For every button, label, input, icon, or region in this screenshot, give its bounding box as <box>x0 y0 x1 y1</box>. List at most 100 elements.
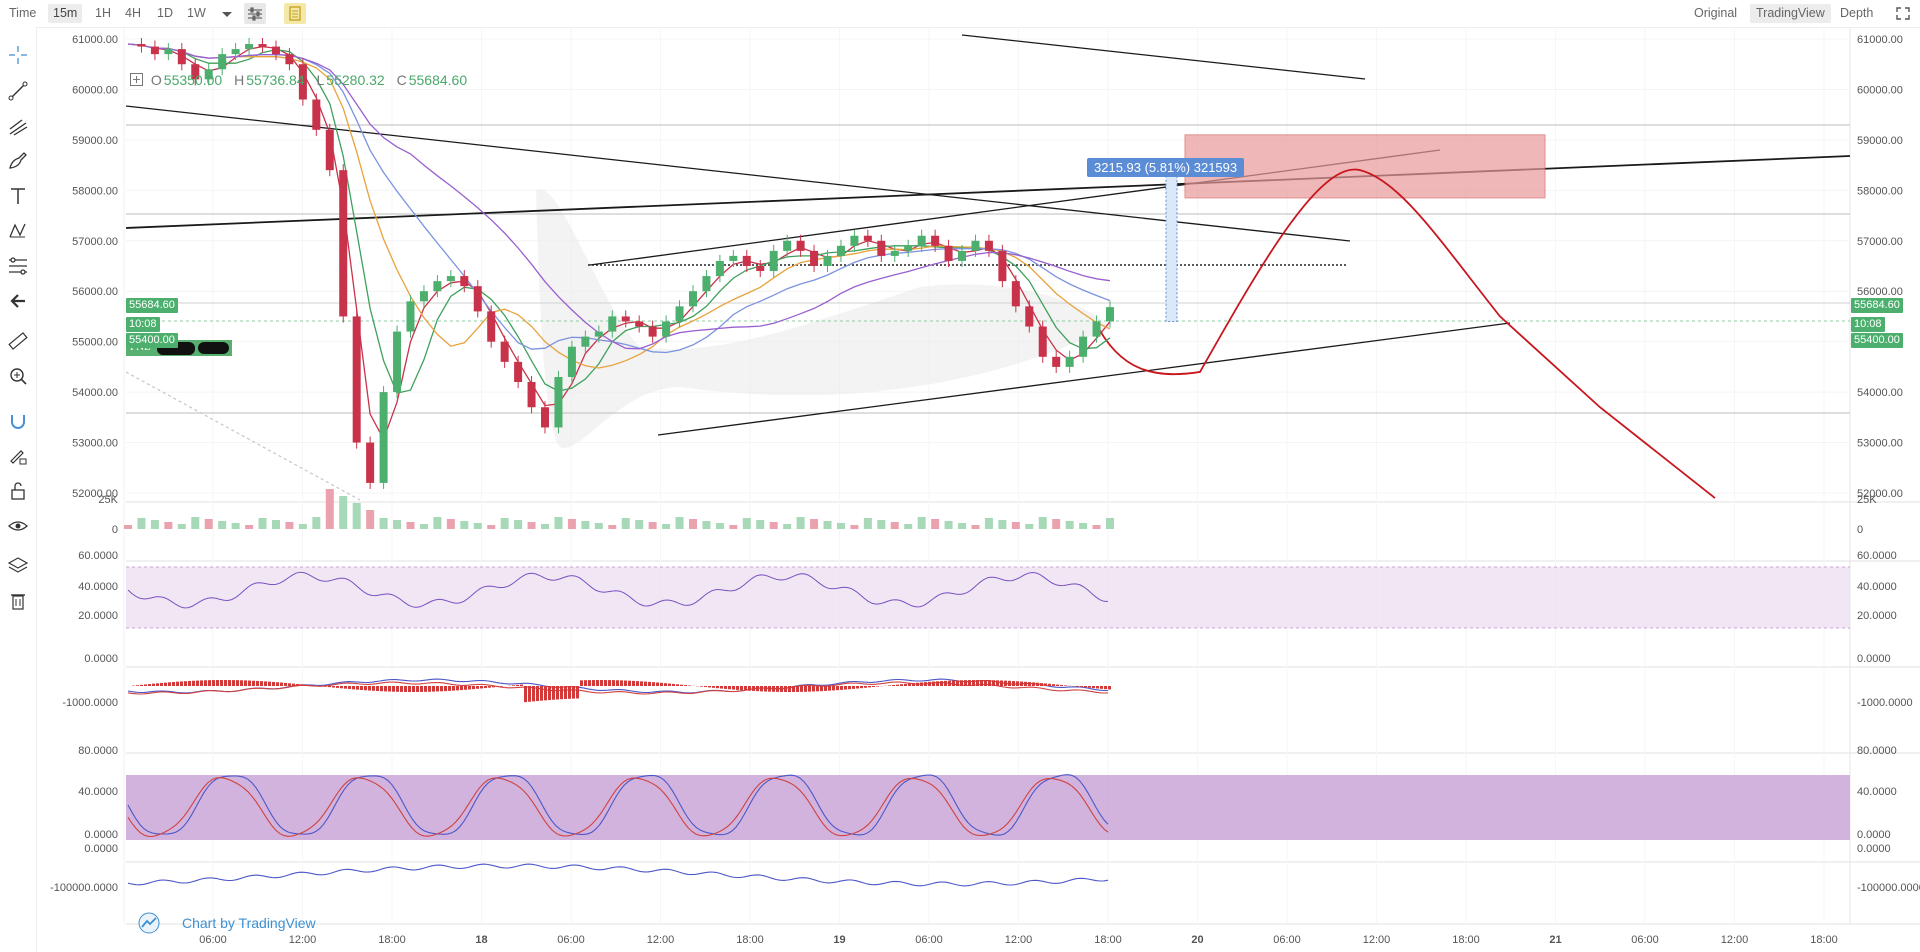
timeframe-1w[interactable]: 1W <box>187 6 206 20</box>
macd-histogram-bar <box>1052 684 1055 686</box>
candle-body <box>675 306 684 322</box>
macd-histogram-bar <box>376 686 379 692</box>
candle-body <box>325 129 334 171</box>
price-axis-label-right: 57000.00 <box>1857 236 1903 248</box>
price-range-measure-label: 3215.93 (5.81%) 321593 <box>1087 158 1245 177</box>
candle-body <box>554 376 563 428</box>
trash-icon[interactable] <box>4 587 32 613</box>
drawing-toolbar <box>0 27 37 952</box>
user-drawings <box>125 34 1851 501</box>
macd-histogram-bar <box>480 686 483 689</box>
volume-bar <box>715 523 724 529</box>
unlock-icon[interactable] <box>4 477 32 503</box>
view-original-tab[interactable]: Original <box>1694 6 1738 20</box>
macd-histogram-bar <box>208 680 211 686</box>
macd-histogram-bar <box>888 685 891 686</box>
macd-histogram-bar <box>616 680 619 686</box>
timeframe-15m[interactable]: 15m <box>48 4 83 23</box>
obv-line <box>127 863 1109 887</box>
time-axis-label: 19 <box>833 934 845 946</box>
view-depth-tab[interactable]: Depth <box>1840 6 1874 20</box>
macd-histogram-bar <box>756 686 759 692</box>
macd-histogram-bar <box>876 686 879 687</box>
macd-histogram-bar <box>704 686 707 688</box>
macd-histogram-bar <box>916 682 919 686</box>
volume-bar <box>742 518 751 529</box>
macd-histogram-bar <box>160 682 163 686</box>
macd-histogram-bar <box>764 686 767 692</box>
macd-histogram-bar <box>352 686 355 690</box>
magnet-icon[interactable] <box>4 407 32 433</box>
tradingview-logo-icon <box>138 912 160 934</box>
collapse-icon[interactable] <box>130 73 143 86</box>
volume-bar <box>984 518 993 529</box>
macd-histogram-bar <box>676 684 679 686</box>
candle-body <box>245 44 254 50</box>
macd-axis-label-left: -1000.0000 <box>62 697 118 709</box>
brush-icon[interactable] <box>4 147 32 173</box>
macd-histogram-bar <box>1076 686 1079 687</box>
macd-histogram-bar <box>224 680 227 686</box>
trend-line-icon[interactable] <box>4 77 32 103</box>
time-axis-label: 12:00 <box>1721 934 1749 946</box>
eye-icon[interactable] <box>4 512 32 538</box>
timeframe-dropdown-icon[interactable] <box>216 3 238 24</box>
candle-body <box>756 266 765 272</box>
candle-body <box>1052 356 1061 367</box>
candle-body <box>729 255 738 261</box>
timeframe-1d[interactable]: 1D <box>157 6 173 20</box>
price-axis-label-left: 52000.00 <box>72 488 118 500</box>
macd-histogram-bar <box>280 682 283 686</box>
chart-canvas[interactable]: 61000.00 61000.00 60000.00 60000.00 59000.00… <box>0 27 1920 952</box>
macd-histogram-bar <box>524 686 527 703</box>
obv-axis-label-right: 0.0000 <box>1857 843 1891 855</box>
volume-bar <box>1011 522 1020 529</box>
timeframe-4h[interactable]: 4H <box>125 6 141 20</box>
macd-histogram-bar <box>548 686 551 701</box>
time-axis-label: 06:00 <box>1273 934 1301 946</box>
zoom-in-icon[interactable] <box>4 362 32 388</box>
candle-body <box>662 321 671 337</box>
fullscreen-icon[interactable] <box>1892 3 1914 24</box>
chart-area[interactable]: 61000.00 61000.00 60000.00 60000.00 59000.00… <box>0 27 1920 952</box>
indicator-series <box>127 571 1111 887</box>
macd-histogram-bar <box>720 686 723 689</box>
macd-histogram-bar <box>872 686 875 687</box>
candle-body <box>419 291 428 302</box>
pattern-icon[interactable] <box>4 217 32 243</box>
volume-bar <box>137 518 146 529</box>
volume-bar <box>688 519 697 529</box>
macd-histogram-bar <box>164 682 167 686</box>
macd-histogram-bar <box>684 685 687 686</box>
candle-body <box>366 442 375 483</box>
macd-histogram-bar <box>700 686 703 687</box>
back-arrow-icon[interactable] <box>4 287 32 313</box>
macd-histogram-bar <box>568 686 571 699</box>
candle-body <box>379 392 388 483</box>
candle-body <box>1079 336 1088 357</box>
ruler-icon[interactable] <box>4 327 32 353</box>
volume-bar <box>890 522 899 529</box>
macd-histogram-bar <box>196 680 199 686</box>
text-icon[interactable] <box>4 182 32 208</box>
indicator-settings-icon[interactable] <box>244 3 266 24</box>
notes-icon[interactable] <box>284 3 306 24</box>
volume-bar <box>433 517 442 529</box>
macd-histogram-bar <box>276 682 279 686</box>
layers-icon[interactable] <box>4 552 32 578</box>
macd-histogram-bar <box>388 686 391 692</box>
price-axis-label-right: 53000.00 <box>1857 438 1903 450</box>
candle-body <box>621 316 630 322</box>
price-axis-label-left: 54000.00 <box>72 387 118 399</box>
macd-histogram-bar <box>516 684 519 686</box>
fib-icon[interactable] <box>4 252 32 278</box>
timeframe-1h[interactable]: 1H <box>95 6 111 20</box>
lock-drawing-icon[interactable] <box>4 442 32 468</box>
macd-histogram-bar <box>788 686 791 692</box>
view-tradingview-tab[interactable]: TradingView <box>1750 4 1831 23</box>
pitchfork-icon[interactable] <box>4 112 32 138</box>
candle-body <box>971 240 980 251</box>
axis-labels: 61000.00 61000.00 60000.00 60000.00 59000.00… <box>50 34 1920 946</box>
crosshair-icon[interactable] <box>4 41 32 67</box>
macd-histogram-bar <box>140 684 143 686</box>
